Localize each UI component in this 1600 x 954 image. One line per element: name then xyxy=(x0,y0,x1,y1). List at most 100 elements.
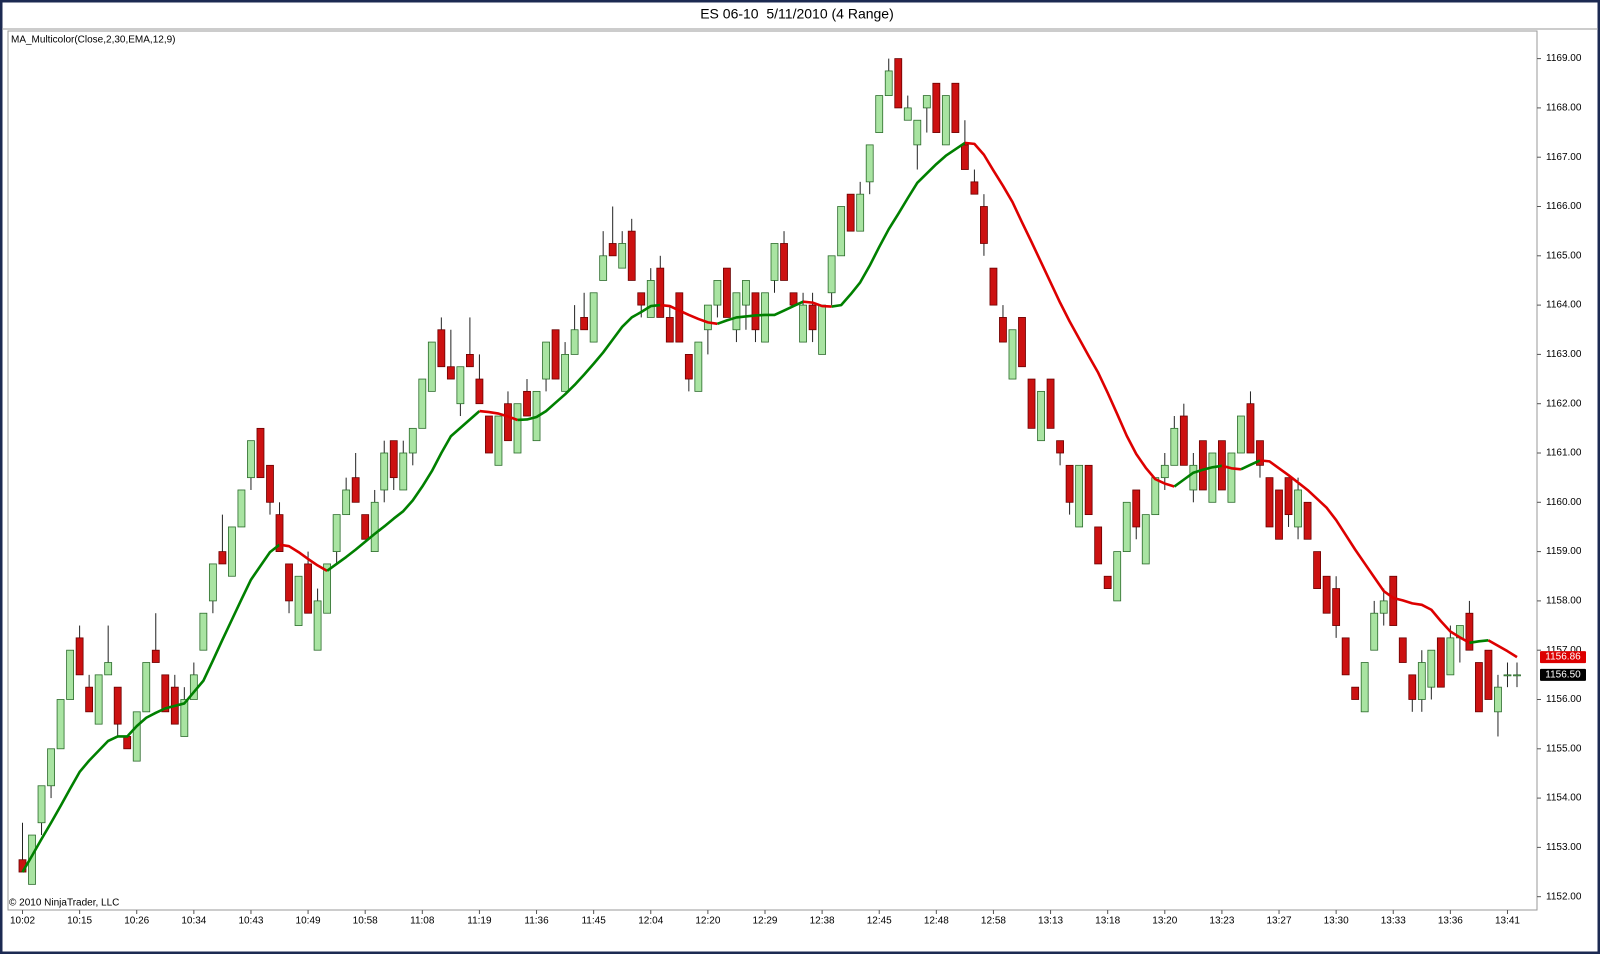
candle-body xyxy=(1294,489,1302,528)
x-tick-label: 10:02 xyxy=(10,916,35,927)
y-tick-label: 1165.00 xyxy=(1546,250,1582,261)
candle-body xyxy=(218,551,227,565)
candle-body xyxy=(1189,464,1198,491)
candle-body xyxy=(875,95,884,133)
candle-body xyxy=(237,489,246,528)
x-tick-label: 13:23 xyxy=(1209,916,1234,927)
x-tick-label: 13:41 xyxy=(1495,916,1520,927)
candle-body xyxy=(1037,390,1045,442)
candle-body xyxy=(323,563,332,614)
candle-body xyxy=(513,403,522,454)
candle-body xyxy=(1408,674,1417,700)
moving-average xyxy=(716,300,804,326)
candle-body xyxy=(1122,501,1131,552)
candle-body xyxy=(294,575,303,626)
y-tick-label: 1168.00 xyxy=(1546,103,1582,114)
candle-body xyxy=(960,144,969,170)
moving-average xyxy=(660,303,718,326)
candle-body xyxy=(94,674,103,725)
candle-body xyxy=(599,255,608,281)
candle-body xyxy=(247,440,255,479)
candle-body xyxy=(1027,378,1036,429)
candle-body xyxy=(580,317,589,331)
candle-body xyxy=(256,427,265,479)
candle-body xyxy=(1237,415,1245,454)
candle-body xyxy=(980,206,988,244)
price-marker xyxy=(1540,668,1586,681)
candle-body xyxy=(808,304,817,331)
candle-body xyxy=(1398,637,1407,663)
x-tick-label: 12:29 xyxy=(752,916,777,927)
moving-average xyxy=(1221,464,1242,471)
candle-body xyxy=(1141,514,1150,565)
candle-body xyxy=(465,354,474,368)
candle-body xyxy=(1322,575,1331,614)
y-tick-label: 1158.00 xyxy=(1546,596,1582,607)
candle-body xyxy=(846,193,855,232)
candle-body xyxy=(361,514,370,540)
candle-body xyxy=(332,514,341,552)
candle-body xyxy=(1227,452,1236,503)
candle-body xyxy=(703,304,712,331)
y-tick-label: 1155.00 xyxy=(1546,743,1582,754)
x-tick-label: 11:08 xyxy=(410,916,435,927)
candle-body xyxy=(732,292,741,331)
candle-body xyxy=(551,329,560,380)
x-tick-label: 12:20 xyxy=(695,916,720,927)
candle-body xyxy=(1179,415,1188,466)
y-tick-label: 1164.00 xyxy=(1546,300,1582,311)
x-tick-label: 11:36 xyxy=(524,916,549,927)
candle-body xyxy=(475,378,484,405)
x-tick-label: 13:27 xyxy=(1267,916,1292,927)
y-tick-label: 1162.00 xyxy=(1546,398,1582,409)
y-tick-label: 1153.00 xyxy=(1546,842,1582,853)
candle-body xyxy=(228,526,236,577)
candle-body xyxy=(1056,440,1064,454)
candle-body xyxy=(275,514,284,552)
candle-body xyxy=(1198,440,1207,491)
y-tick-label: 1167.00 xyxy=(1546,152,1582,163)
price-marker-label: 1156.86 xyxy=(1545,652,1581,663)
candle-body xyxy=(437,329,446,368)
candle-body xyxy=(675,292,684,343)
y-tick-label: 1169.00 xyxy=(1546,53,1582,64)
candle-body xyxy=(494,415,503,466)
x-tick-label: 12:45 xyxy=(867,916,892,927)
candle-body xyxy=(637,292,646,306)
candle-body xyxy=(66,649,74,700)
moving-average xyxy=(517,303,661,422)
candle-body xyxy=(1046,378,1055,429)
candle-body xyxy=(1494,686,1502,713)
candle-body xyxy=(742,280,750,306)
candle-body xyxy=(342,489,351,516)
candle-body xyxy=(884,70,893,96)
candle-body xyxy=(1313,551,1321,589)
x-tick-label: 11:45 xyxy=(581,916,606,927)
candle-body xyxy=(827,255,836,294)
candle-body xyxy=(1379,600,1388,614)
candle-body xyxy=(1075,464,1084,528)
candle-body xyxy=(380,452,389,491)
candle-body xyxy=(1256,440,1264,466)
candle-body xyxy=(1332,588,1341,626)
candle-body xyxy=(589,292,598,343)
x-tick-label: 10:34 xyxy=(181,916,206,927)
candle-body xyxy=(1170,427,1179,466)
candle-body xyxy=(161,674,170,713)
moving-average xyxy=(1240,459,1261,471)
candle-body xyxy=(399,452,408,491)
candle-body xyxy=(1265,477,1274,528)
moving-average xyxy=(831,141,966,308)
candle-body xyxy=(856,193,865,232)
candle-body xyxy=(1389,575,1398,626)
candle-body xyxy=(608,243,617,257)
moving-average xyxy=(21,543,281,873)
x-tick-label: 12:58 xyxy=(981,916,1006,927)
plot-frame xyxy=(7,30,1538,911)
candle-body xyxy=(941,95,950,146)
candle-body xyxy=(408,427,417,454)
candle-body xyxy=(865,144,874,183)
moving-average xyxy=(1469,639,1489,645)
